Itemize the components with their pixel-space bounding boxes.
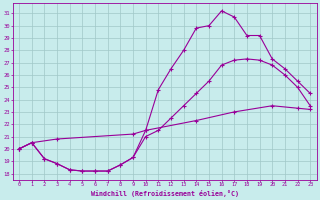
- X-axis label: Windchill (Refroidissement éolien,°C): Windchill (Refroidissement éolien,°C): [91, 190, 239, 197]
